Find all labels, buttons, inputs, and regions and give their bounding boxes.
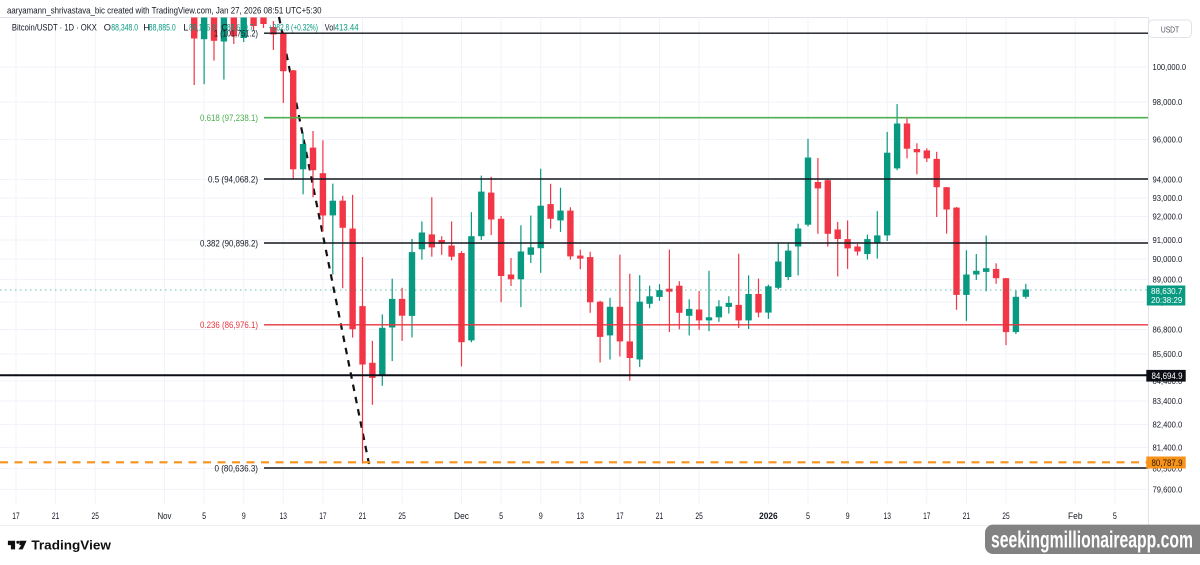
svg-text:Dec: Dec	[454, 511, 469, 521]
svg-text:89,000.0: 89,000.0	[1153, 275, 1183, 285]
svg-text:9: 9	[242, 511, 246, 521]
svg-text:0.618 (97,238.1): 0.618 (97,238.1)	[200, 113, 258, 123]
svg-text:13: 13	[280, 511, 287, 521]
svg-text:Bitcoin/USDT · 1D · OKX: Bitcoin/USDT · 1D · OKX	[12, 23, 97, 33]
svg-text:TradingView: TradingView	[31, 538, 111, 552]
svg-text:13: 13	[884, 511, 891, 521]
svg-text:5: 5	[202, 511, 206, 521]
svg-text:9: 9	[846, 511, 850, 521]
svg-text:94,000.0: 94,000.0	[1153, 175, 1183, 185]
svg-text:5: 5	[806, 511, 810, 521]
svg-text:21: 21	[359, 511, 366, 521]
svg-text:USDT: USDT	[1161, 24, 1179, 34]
svg-text:21: 21	[52, 511, 59, 521]
svg-text:100,000.0: 100,000.0	[1153, 62, 1187, 72]
svg-text:20:38:29: 20:38:29	[1151, 295, 1183, 305]
svg-text:81,400.0: 81,400.0	[1153, 443, 1183, 453]
svg-text:92,000.0: 92,000.0	[1153, 212, 1183, 222]
svg-text:413.44: 413.44	[335, 23, 359, 33]
svg-text:85,600.0: 85,600.0	[1153, 349, 1183, 359]
svg-text:88,630.7: 88,630.7	[227, 23, 254, 33]
svg-text:80,787.9: 80,787.9	[1152, 458, 1183, 468]
svg-text:1 (101,751.2): 1 (101,751.2)	[214, 29, 258, 39]
svg-text:21: 21	[656, 511, 663, 521]
svg-text:25: 25	[92, 511, 99, 521]
svg-text:17: 17	[319, 511, 326, 521]
svg-text:91,000.0: 91,000.0	[1153, 235, 1183, 245]
svg-text:O: O	[104, 23, 111, 33]
svg-text:17: 17	[12, 511, 19, 521]
svg-text:+282.8 (+0.32%): +282.8 (+0.32%)	[269, 23, 318, 33]
svg-text:96,000.0: 96,000.0	[1153, 135, 1183, 145]
svg-text:86,800.0: 86,800.0	[1153, 325, 1183, 335]
svg-text:aaryamann_shrivastava_bic crea: aaryamann_shrivastava_bic created with T…	[7, 6, 322, 17]
svg-text:17: 17	[923, 511, 930, 521]
svg-text:25: 25	[1002, 511, 1009, 521]
svg-text:98,000.0: 98,000.0	[1153, 97, 1183, 107]
svg-text:0.382 (90,898.2): 0.382 (90,898.2)	[200, 238, 258, 248]
svg-text:80,500.0: 80,500.0	[1153, 464, 1183, 474]
svg-text:5: 5	[1113, 511, 1117, 521]
svg-text:88,348.0: 88,348.0	[111, 23, 138, 33]
svg-text:93,000.0: 93,000.0	[1153, 193, 1183, 203]
svg-text:25: 25	[398, 511, 405, 521]
svg-text:88,630.7: 88,630.7	[1151, 286, 1183, 296]
svg-text:seekingmillionaireapp.com: seekingmillionaireapp.com	[991, 526, 1193, 552]
svg-text:9: 9	[539, 511, 543, 521]
svg-text:0.236 (86,976.1): 0.236 (86,976.1)	[200, 320, 258, 330]
svg-text:21: 21	[963, 511, 970, 521]
svg-text:88,885.0: 88,885.0	[149, 23, 176, 33]
svg-text:0 (80,636.3): 0 (80,636.3)	[215, 463, 259, 473]
svg-text:13: 13	[577, 511, 584, 521]
svg-text:88,186.0: 88,186.0	[189, 23, 216, 33]
svg-text:H: H	[143, 23, 150, 33]
svg-text:25: 25	[695, 511, 702, 521]
svg-text:Vol: Vol	[325, 23, 335, 33]
svg-text:17: 17	[616, 511, 623, 521]
svg-text:82,400.0: 82,400.0	[1153, 420, 1183, 430]
svg-text:79,600.0: 79,600.0	[1153, 485, 1183, 495]
svg-text:Nov: Nov	[158, 511, 172, 521]
svg-text:L: L	[183, 23, 188, 33]
svg-text:C: C	[221, 23, 228, 33]
svg-text:5: 5	[499, 511, 503, 521]
svg-text:0.5 (94,068.2): 0.5 (94,068.2)	[208, 174, 258, 184]
svg-text:84,694.9: 84,694.9	[1152, 371, 1183, 381]
svg-text:90,000.0: 90,000.0	[1153, 254, 1183, 264]
svg-text:83,400.0: 83,400.0	[1153, 396, 1183, 406]
svg-text:2026: 2026	[759, 511, 778, 521]
svg-text:Feb: Feb	[1068, 511, 1083, 521]
